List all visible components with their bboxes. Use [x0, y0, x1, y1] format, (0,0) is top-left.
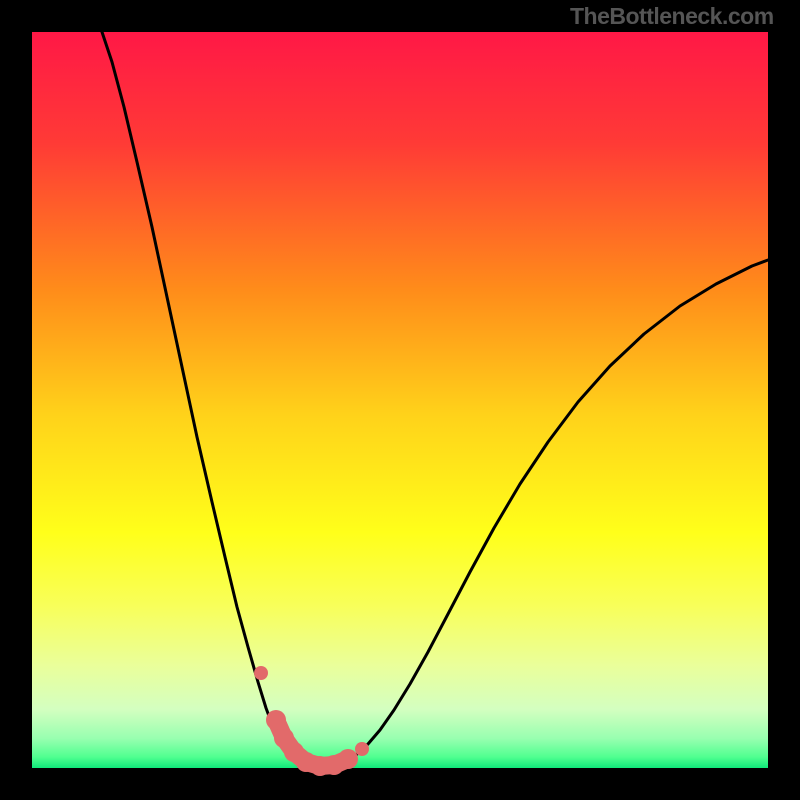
marker-small [355, 742, 369, 756]
marker-large [338, 749, 358, 769]
marker-small [254, 666, 268, 680]
watermark-text: TheBottleneck.com [570, 3, 774, 30]
bottleneck-chart [0, 0, 800, 800]
chart-container: TheBottleneck.com [0, 0, 800, 800]
marker-large [266, 710, 286, 730]
